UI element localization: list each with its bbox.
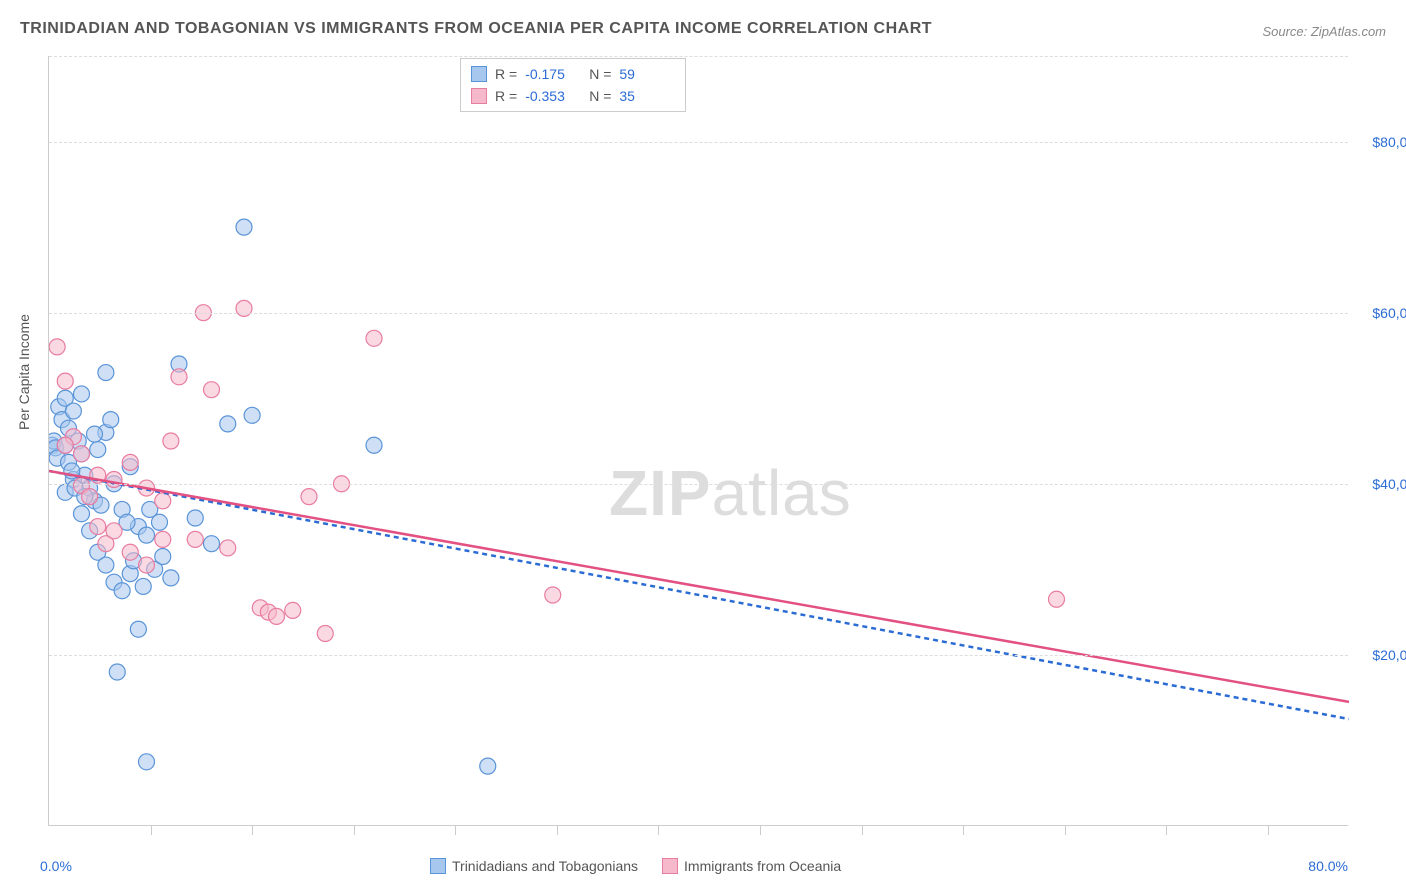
- data-point: [98, 557, 114, 573]
- swatch-series-1: [471, 66, 487, 82]
- data-point: [90, 442, 106, 458]
- data-point: [109, 664, 125, 680]
- series-legend: Trinidadians and Tobagonians Immigrants …: [430, 858, 841, 874]
- n-value-1: 59: [619, 66, 675, 82]
- x-tick: [1065, 825, 1066, 835]
- data-point: [74, 446, 90, 462]
- legend-swatch-1: [430, 858, 446, 874]
- data-point: [269, 608, 285, 624]
- y-tick-label: $80,000: [1353, 134, 1406, 150]
- legend-item-1: Trinidadians and Tobagonians: [430, 858, 638, 874]
- gridline: [49, 142, 1348, 143]
- r-label-1: R =: [495, 66, 517, 82]
- y-axis-label: Per Capita Income: [16, 314, 32, 430]
- source-attribution: Source: ZipAtlas.com: [1262, 24, 1386, 39]
- x-tick: [658, 825, 659, 835]
- stats-row-1: R = -0.175 N = 59: [471, 63, 675, 85]
- data-point: [114, 583, 130, 599]
- gridline: [49, 655, 1348, 656]
- data-point: [155, 531, 171, 547]
- gridline: [49, 56, 1348, 57]
- gridline: [49, 313, 1348, 314]
- data-point: [366, 437, 382, 453]
- stats-row-2: R = -0.353 N = 35: [471, 85, 675, 107]
- data-point: [122, 454, 138, 470]
- x-tick: [252, 825, 253, 835]
- legend-swatch-2: [662, 858, 678, 874]
- plot-area: ZIPatlas $20,000$40,000$60,000$80,000: [48, 56, 1348, 826]
- data-point: [98, 365, 114, 381]
- y-tick-label: $60,000: [1353, 305, 1406, 321]
- data-point: [139, 557, 155, 573]
- trend-line: [49, 471, 1349, 702]
- chart-svg: [49, 56, 1349, 826]
- legend-item-2: Immigrants from Oceania: [662, 858, 841, 874]
- data-point: [135, 578, 151, 594]
- data-point: [155, 549, 171, 565]
- data-point: [301, 489, 317, 505]
- data-point: [236, 300, 252, 316]
- n-label-2: N =: [589, 88, 611, 104]
- x-tick: [354, 825, 355, 835]
- data-point: [285, 602, 301, 618]
- stats-legend: R = -0.175 N = 59 R = -0.353 N = 35: [460, 58, 686, 112]
- data-point: [480, 758, 496, 774]
- data-point: [65, 403, 81, 419]
- x-tick: [760, 825, 761, 835]
- data-point: [171, 369, 187, 385]
- data-point: [152, 514, 168, 530]
- data-point: [87, 426, 103, 442]
- y-tick-label: $20,000: [1353, 647, 1406, 663]
- data-point: [545, 587, 561, 603]
- data-point: [90, 519, 106, 535]
- data-point: [139, 527, 155, 543]
- data-point: [57, 437, 73, 453]
- chart-title: TRINIDADIAN AND TOBAGONIAN VS IMMIGRANTS…: [20, 20, 932, 38]
- y-tick-label: $40,000: [1353, 476, 1406, 492]
- data-point: [139, 754, 155, 770]
- data-point: [163, 433, 179, 449]
- swatch-series-2: [471, 88, 487, 104]
- x-tick: [557, 825, 558, 835]
- r-label-2: R =: [495, 88, 517, 104]
- legend-label-1: Trinidadians and Tobagonians: [452, 858, 638, 874]
- data-point: [187, 531, 203, 547]
- data-point: [317, 626, 333, 642]
- n-label-1: N =: [589, 66, 611, 82]
- data-point: [204, 536, 220, 552]
- data-point: [366, 330, 382, 346]
- r-value-2: -0.353: [525, 88, 581, 104]
- data-point: [49, 339, 65, 355]
- data-point: [74, 506, 90, 522]
- data-point: [244, 407, 260, 423]
- data-point: [106, 523, 122, 539]
- data-point: [163, 570, 179, 586]
- x-axis-max-label: 80.0%: [1308, 858, 1348, 874]
- data-point: [187, 510, 203, 526]
- r-value-1: -0.175: [525, 66, 581, 82]
- data-point: [220, 540, 236, 556]
- x-tick: [151, 825, 152, 835]
- data-point: [1049, 591, 1065, 607]
- data-point: [74, 386, 90, 402]
- data-point: [130, 621, 146, 637]
- data-point: [204, 382, 220, 398]
- trend-line: [49, 471, 1349, 719]
- x-tick: [1268, 825, 1269, 835]
- legend-label-2: Immigrants from Oceania: [684, 858, 841, 874]
- x-tick: [862, 825, 863, 835]
- x-tick: [455, 825, 456, 835]
- n-value-2: 35: [619, 88, 675, 104]
- data-point: [220, 416, 236, 432]
- data-point: [57, 373, 73, 389]
- x-axis-min-label: 0.0%: [40, 858, 72, 874]
- data-point: [103, 412, 119, 428]
- data-point: [155, 493, 171, 509]
- data-point: [122, 544, 138, 560]
- data-point: [236, 219, 252, 235]
- data-point: [82, 489, 98, 505]
- x-tick: [1166, 825, 1167, 835]
- x-tick: [963, 825, 964, 835]
- gridline: [49, 484, 1348, 485]
